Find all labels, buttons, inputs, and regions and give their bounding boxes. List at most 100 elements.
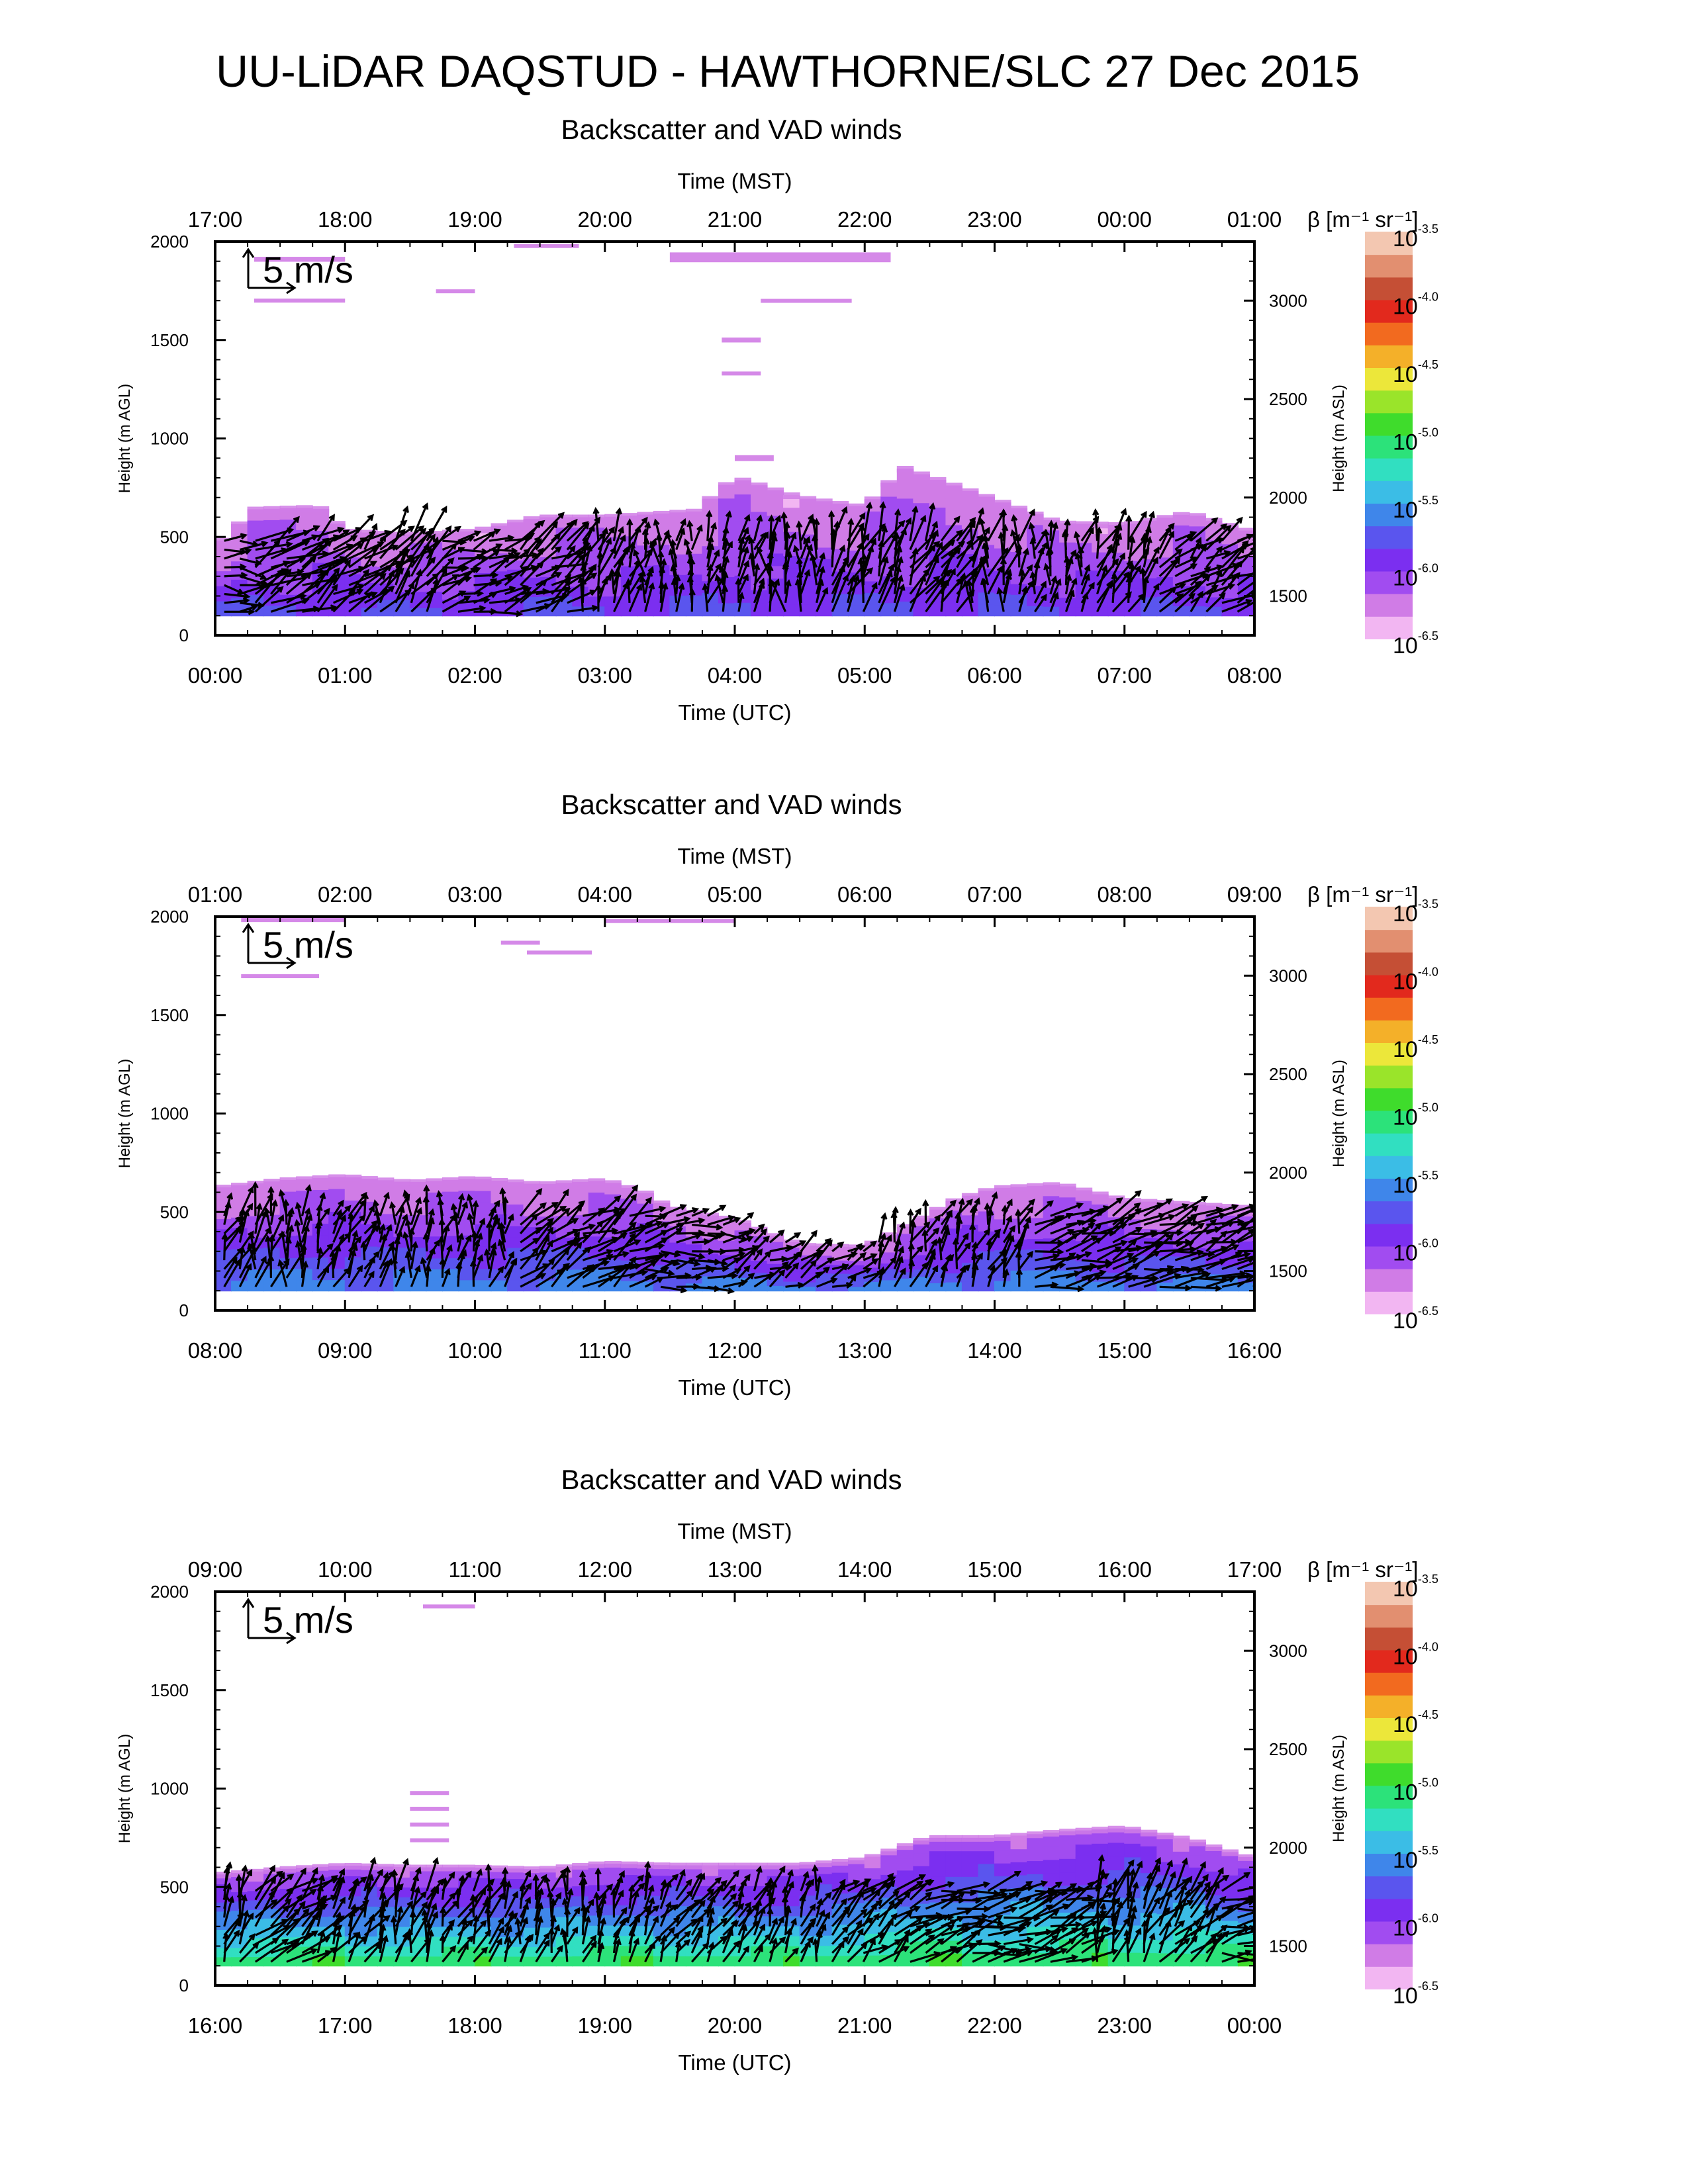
backscatter-cell [1237, 607, 1254, 617]
wind-arrow [893, 1222, 905, 1252]
wind-arrowhead [248, 1232, 256, 1240]
wind-arrow [1011, 531, 1021, 559]
wind-arrowhead [295, 1201, 302, 1209]
backscatter-cell [864, 1248, 882, 1253]
wind-arrowhead [252, 540, 259, 547]
wind-arrow [784, 552, 791, 577]
wind-arrow [878, 534, 898, 569]
wind-arrowhead [1250, 547, 1254, 553]
wind-arrowhead [1041, 594, 1047, 601]
wind-arrow [597, 574, 612, 595]
backscatter-cell [215, 1920, 232, 1931]
wind-arrow [1174, 593, 1195, 613]
backscatter-cell [783, 1281, 800, 1287]
wind-arrowhead [1006, 569, 1013, 576]
wind-arrow [379, 1259, 393, 1287]
wind-arrowhead [702, 582, 709, 591]
wind-arrowhead [318, 1874, 326, 1882]
wind-arrow [426, 506, 447, 541]
backscatter-cell [718, 602, 735, 617]
wind-arrowhead [1129, 535, 1136, 543]
wind-arrowhead [970, 1204, 978, 1212]
wind-arrowhead [799, 1240, 807, 1247]
wind-arrow [224, 534, 246, 542]
wind-arrowhead [490, 1242, 497, 1250]
wind-arrow [1002, 1226, 1015, 1244]
wind-arrowhead [1278, 581, 1284, 586]
wind-arrowhead [1070, 577, 1078, 585]
wind-arrowhead [1076, 1202, 1084, 1209]
wind-arrowhead [416, 1206, 423, 1214]
wind-arrowhead [267, 1185, 275, 1193]
backscatter-fringe [961, 1835, 979, 1842]
utc-tick-label: 15:00 [1097, 1338, 1152, 1363]
wind-arrow [1190, 545, 1207, 569]
aloft-layer [527, 950, 592, 955]
backscatter-cell [799, 1250, 817, 1255]
wind-arrow [753, 579, 765, 604]
wind-arrow [223, 1913, 244, 1936]
wind-arrow [1205, 551, 1230, 560]
backscatter-cell [783, 1266, 800, 1272]
wind-arrow [1065, 1275, 1092, 1288]
wind-arrowhead [402, 1231, 409, 1239]
wind-arrowhead [372, 1199, 379, 1207]
wind-arrow [270, 598, 308, 613]
wind-arrow [722, 1257, 740, 1270]
backscatter-fringe [961, 488, 979, 495]
wind-arrowhead [1084, 573, 1090, 581]
backscatter-cell [848, 1264, 865, 1270]
plot-area [215, 917, 1254, 1295]
wind-arrow [1174, 583, 1201, 596]
backscatter-fringe [1092, 1191, 1109, 1199]
wind-arrow [796, 580, 802, 612]
backscatter-cell [816, 1263, 833, 1269]
wind-arrowhead [401, 1213, 408, 1221]
wind-arrowhead [235, 1216, 242, 1223]
wind-arrow [1206, 1240, 1236, 1244]
wind-arrowhead [226, 1192, 234, 1200]
wind-arrow [610, 570, 616, 594]
wind-arrow [690, 525, 702, 551]
wind-arrow [878, 520, 905, 551]
wind-arrowhead [1091, 1235, 1098, 1242]
wind-arrow [924, 504, 935, 541]
wind-arrow [1221, 518, 1243, 542]
wind-arrow [332, 1235, 344, 1261]
backscatter-cell [961, 1281, 979, 1292]
wind-arrowhead [1120, 1240, 1128, 1247]
wind-arrow [771, 580, 787, 612]
wind-arrowhead [1074, 552, 1082, 560]
wind-arrow [1034, 1216, 1060, 1226]
backscatter-cell [848, 1870, 865, 1882]
wind-arrowhead [304, 1207, 311, 1215]
backscatter-fringe [848, 1857, 865, 1864]
wind-arrow [488, 1250, 496, 1279]
left-tick-label: 1500 [150, 330, 189, 350]
wind-arrowhead [498, 1222, 506, 1230]
backscatter-cell [1172, 565, 1190, 576]
wind-arrowhead [563, 1263, 571, 1270]
backscatter-cell [718, 498, 735, 512]
wind-arrow [395, 583, 414, 613]
colorbar-tick-exp: -5.5 [1418, 494, 1438, 507]
wind-arrow [893, 1247, 904, 1270]
backscatter-cell [215, 570, 232, 579]
wind-arrow [271, 576, 307, 586]
wind-arrow [1111, 525, 1121, 551]
wind-arrowhead [339, 1896, 346, 1904]
wind-arrow [654, 520, 662, 541]
wind-arrowhead [980, 577, 987, 586]
wind-arrow [629, 1221, 662, 1235]
wind-arrow [956, 1199, 972, 1217]
backscatter-fringe [1172, 512, 1190, 519]
wind-arrowhead [319, 1895, 326, 1903]
wind-arrow [254, 1257, 267, 1279]
backscatter-fringe [491, 523, 508, 530]
backscatter-cell [767, 1263, 784, 1270]
wind-arrow [738, 1229, 755, 1235]
wind-arrowhead [747, 1212, 755, 1219]
backscatter-cell [913, 601, 930, 617]
backscatter-cell [588, 1884, 606, 1895]
backscatter-fringe [1189, 1839, 1206, 1846]
